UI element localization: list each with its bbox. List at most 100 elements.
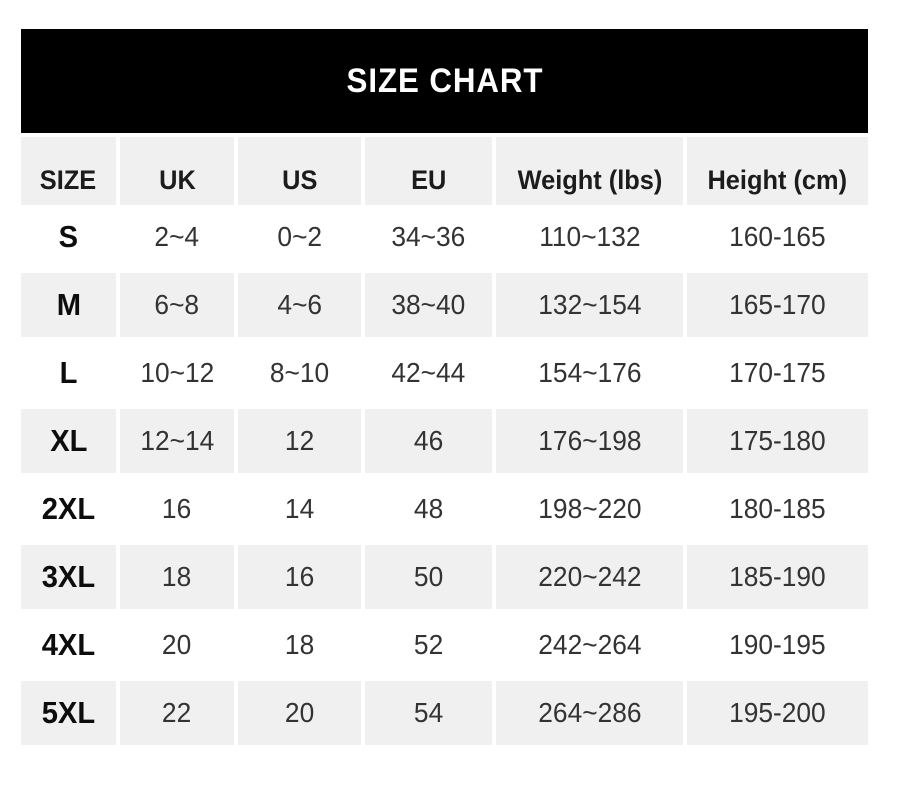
cell-value: L <box>59 355 78 390</box>
us-cell: 14 <box>238 477 361 541</box>
size-cell: 4XL <box>21 613 116 677</box>
height-cell: 165-170 <box>687 273 868 337</box>
height-cell: 195-200 <box>687 681 868 745</box>
cell-value: 42~44 <box>391 357 466 388</box>
cell-value: 10~12 <box>140 357 214 388</box>
height-cell: 185-190 <box>687 545 868 609</box>
cell-value: 6~8 <box>154 289 200 320</box>
cell-value: 16 <box>284 561 315 592</box>
cell-value: 176~198 <box>537 425 642 456</box>
cell-value: 2~4 <box>154 221 200 252</box>
cell-value: 220~242 <box>537 561 642 592</box>
height-cell: 190-195 <box>687 613 868 677</box>
header-label: EU <box>410 164 447 195</box>
eu-cell: 34~36 <box>365 205 492 269</box>
eu-cell: 46 <box>365 409 492 473</box>
cell-value: 8~10 <box>269 357 330 388</box>
size-cell: 2XL <box>21 477 116 541</box>
height-cell: 175-180 <box>687 409 868 473</box>
cell-value: 190-195 <box>729 629 826 660</box>
cell-value: 110~132 <box>538 221 641 252</box>
us-cell: 18 <box>238 613 361 677</box>
header-label: Height (cm) <box>707 164 848 195</box>
cell-value: 5XL <box>41 695 96 730</box>
weight-cell: 264~286 <box>496 681 683 745</box>
cell-value: 132~154 <box>537 289 642 320</box>
cell-value: 195-200 <box>729 697 826 728</box>
uk-cell: 22 <box>120 681 234 745</box>
cell-value: 2XL <box>41 491 96 526</box>
size-cell: S <box>21 205 116 269</box>
cell-value: 20 <box>284 697 315 728</box>
cell-value: 198~220 <box>537 493 642 524</box>
cell-value: M <box>56 287 81 322</box>
us-cell: 12 <box>238 409 361 473</box>
eu-cell: 38~40 <box>365 273 492 337</box>
header-label: US <box>281 164 318 195</box>
size-cell: M <box>21 273 116 337</box>
us-cell: 4~6 <box>238 273 361 337</box>
cell-value: 12~14 <box>140 425 214 456</box>
cell-value: 4XL <box>41 627 96 662</box>
cell-value: 165-170 <box>729 289 826 320</box>
cell-value: 46 <box>413 425 444 456</box>
uk-cell: 12~14 <box>120 409 234 473</box>
cell-value: 14 <box>284 493 315 524</box>
cell-value: 18 <box>162 561 192 592</box>
cell-value: 170-175 <box>729 357 826 388</box>
size-chart-table: SIZE UK US EU Weight (lbs) Height (cm) S… <box>21 137 868 745</box>
cell-value: 48 <box>413 493 444 524</box>
cell-value: 160-165 <box>729 221 826 252</box>
cell-value: 54 <box>413 697 444 728</box>
cell-value: 18 <box>284 629 315 660</box>
uk-cell: 16 <box>120 477 234 541</box>
header-label: SIZE <box>40 164 97 195</box>
cell-value: S <box>58 219 79 254</box>
uk-cell: 10~12 <box>120 341 234 405</box>
cell-value: 12 <box>284 425 315 456</box>
uk-cell: 2~4 <box>120 205 234 269</box>
cell-value: 22 <box>162 697 192 728</box>
size-cell: 3XL <box>21 545 116 609</box>
cell-value: 154~176 <box>537 357 642 388</box>
eu-cell: 54 <box>365 681 492 745</box>
cell-value: 16 <box>162 493 192 524</box>
weight-cell: 110~132 <box>496 205 683 269</box>
uk-cell: 18 <box>120 545 234 609</box>
size-cell: 5XL <box>21 681 116 745</box>
us-cell: 8~10 <box>238 341 361 405</box>
weight-cell: 198~220 <box>496 477 683 541</box>
size-chart-title-bar: SIZE CHART <box>21 29 868 133</box>
weight-cell: 132~154 <box>496 273 683 337</box>
cell-value: 0~2 <box>277 221 322 252</box>
height-cell: 160-165 <box>687 205 868 269</box>
height-cell: 180-185 <box>687 477 868 541</box>
uk-cell: 6~8 <box>120 273 234 337</box>
cell-value: 4~6 <box>277 289 322 320</box>
eu-cell: 42~44 <box>365 341 492 405</box>
cell-value: 20 <box>162 629 192 660</box>
cell-value: 52 <box>413 629 444 660</box>
size-chart: SIZE CHART SIZE UK US EU Weight (lbs) He… <box>21 29 868 745</box>
cell-value: 185-190 <box>729 561 826 592</box>
weight-cell: 176~198 <box>496 409 683 473</box>
size-chart-title: SIZE CHART <box>346 61 543 100</box>
header-label: UK <box>158 164 196 195</box>
cell-value: XL <box>49 423 88 458</box>
cell-value: 3XL <box>41 559 96 594</box>
us-cell: 20 <box>238 681 361 745</box>
size-cell: L <box>21 341 116 405</box>
eu-cell: 48 <box>365 477 492 541</box>
height-cell: 170-175 <box>687 341 868 405</box>
cell-value: 38~40 <box>391 289 466 320</box>
weight-cell: 220~242 <box>496 545 683 609</box>
us-cell: 0~2 <box>238 205 361 269</box>
weight-cell: 242~264 <box>496 613 683 677</box>
eu-cell: 52 <box>365 613 492 677</box>
cell-value: 175-180 <box>729 425 826 456</box>
us-cell: 16 <box>238 545 361 609</box>
header-label: Weight (lbs) <box>517 164 662 195</box>
uk-cell: 20 <box>120 613 234 677</box>
cell-value: 264~286 <box>537 697 642 728</box>
